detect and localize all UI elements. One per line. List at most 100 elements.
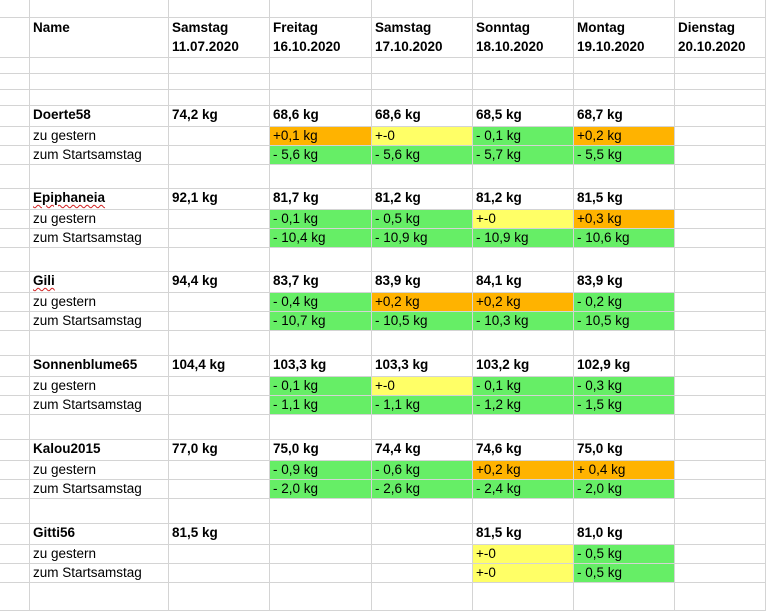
- delta-cell[interactable]: [169, 127, 270, 146]
- row-marker-cell[interactable]: [0, 356, 30, 377]
- person-name[interactable]: Gili: [30, 272, 169, 293]
- row-marker-cell[interactable]: [0, 461, 30, 480]
- blank-cell[interactable]: [574, 583, 675, 611]
- delta-cell[interactable]: - 0,3 kg: [574, 377, 675, 396]
- row-marker-cell[interactable]: [0, 189, 30, 210]
- delta-cell[interactable]: +-0: [473, 564, 574, 583]
- blank-cell[interactable]: [270, 74, 372, 90]
- delta-cell[interactable]: [372, 545, 473, 564]
- delta-cell[interactable]: - 5,7 kg: [473, 146, 574, 165]
- blank-cell[interactable]: [675, 331, 766, 356]
- person-name[interactable]: Doerte58: [30, 106, 169, 127]
- blank-cell[interactable]: [574, 165, 675, 189]
- delta-cell[interactable]: - 2,4 kg: [473, 480, 574, 499]
- delta-cell[interactable]: - 2,0 kg: [270, 480, 372, 499]
- name-header[interactable]: Name: [30, 18, 169, 58]
- blank-cell[interactable]: [675, 415, 766, 440]
- delta-cell[interactable]: - 10,6 kg: [574, 229, 675, 248]
- blank-cell[interactable]: [574, 0, 675, 18]
- row-marker-cell[interactable]: [0, 272, 30, 293]
- weight-cell[interactable]: 81,0 kg: [574, 524, 675, 545]
- blank-cell[interactable]: [574, 58, 675, 74]
- weight-cell[interactable]: 77,0 kg: [169, 440, 270, 461]
- weight-cell[interactable]: 81,5 kg: [473, 524, 574, 545]
- delta-cell[interactable]: [675, 480, 766, 499]
- weight-cell[interactable]: [675, 356, 766, 377]
- delta-cell[interactable]: [675, 229, 766, 248]
- row-marker-cell[interactable]: [0, 545, 30, 564]
- blank-cell[interactable]: [574, 331, 675, 356]
- delta-cell[interactable]: - 10,5 kg: [372, 312, 473, 331]
- delta-cell[interactable]: - 10,9 kg: [473, 229, 574, 248]
- blank-cell[interactable]: [30, 499, 169, 524]
- blank-cell[interactable]: [30, 165, 169, 189]
- weight-cell[interactable]: 68,7 kg: [574, 106, 675, 127]
- row-marker-cell[interactable]: [0, 312, 30, 331]
- delta-cell[interactable]: [372, 564, 473, 583]
- weight-cell[interactable]: 92,1 kg: [169, 189, 270, 210]
- blank-cell[interactable]: [169, 0, 270, 18]
- blank-cell[interactable]: [169, 74, 270, 90]
- blank-cell[interactable]: [0, 90, 30, 106]
- blank-cell[interactable]: [675, 90, 766, 106]
- delta-cell[interactable]: - 1,2 kg: [473, 396, 574, 415]
- delta-cell[interactable]: [169, 312, 270, 331]
- delta-cell[interactable]: - 0,5 kg: [574, 564, 675, 583]
- blank-cell[interactable]: [30, 415, 169, 440]
- weight-cell[interactable]: 94,4 kg: [169, 272, 270, 293]
- weight-cell[interactable]: 74,6 kg: [473, 440, 574, 461]
- detail-label[interactable]: zu gestern: [30, 293, 169, 312]
- blank-cell[interactable]: [372, 583, 473, 611]
- delta-cell[interactable]: [169, 146, 270, 165]
- blank-cell[interactable]: [574, 499, 675, 524]
- blank-cell[interactable]: [675, 74, 766, 90]
- detail-label[interactable]: zu gestern: [30, 127, 169, 146]
- detail-label[interactable]: zu gestern: [30, 545, 169, 564]
- blank-cell[interactable]: [372, 0, 473, 18]
- blank-cell[interactable]: [675, 248, 766, 272]
- detail-label[interactable]: zum Startsamstag: [30, 146, 169, 165]
- day-header[interactable]: Samstag 11.07.2020: [169, 18, 270, 58]
- weight-cell[interactable]: 102,9 kg: [574, 356, 675, 377]
- row-marker-cell[interactable]: [0, 210, 30, 229]
- delta-cell[interactable]: - 2,6 kg: [372, 480, 473, 499]
- blank-cell[interactable]: [270, 0, 372, 18]
- delta-cell[interactable]: [169, 377, 270, 396]
- blank-cell[interactable]: [169, 583, 270, 611]
- blank-cell[interactable]: [473, 583, 574, 611]
- blank-cell[interactable]: [372, 90, 473, 106]
- blank-cell[interactable]: [0, 415, 30, 440]
- weight-cell[interactable]: 81,5 kg: [169, 524, 270, 545]
- delta-cell[interactable]: [675, 127, 766, 146]
- blank-cell[interactable]: [169, 90, 270, 106]
- delta-cell[interactable]: [169, 210, 270, 229]
- blank-cell[interactable]: [30, 583, 169, 611]
- day-header[interactable]: Montag 19.10.2020: [574, 18, 675, 58]
- blank-cell[interactable]: [473, 415, 574, 440]
- day-header[interactable]: Sonntag 18.10.2020: [473, 18, 574, 58]
- delta-cell[interactable]: +0,2 kg: [473, 461, 574, 480]
- row-marker-cell[interactable]: [0, 146, 30, 165]
- blank-cell[interactable]: [675, 583, 766, 611]
- blank-cell[interactable]: [270, 331, 372, 356]
- delta-cell[interactable]: - 0,1 kg: [270, 377, 372, 396]
- blank-cell[interactable]: [270, 165, 372, 189]
- blank-cell[interactable]: [0, 583, 30, 611]
- detail-label[interactable]: zum Startsamstag: [30, 312, 169, 331]
- blank-cell[interactable]: [270, 415, 372, 440]
- weight-cell[interactable]: 83,9 kg: [574, 272, 675, 293]
- person-name[interactable]: Epiphaneia: [30, 189, 169, 210]
- delta-cell[interactable]: - 0,5 kg: [372, 210, 473, 229]
- delta-cell[interactable]: [169, 564, 270, 583]
- blank-cell[interactable]: [270, 499, 372, 524]
- delta-cell[interactable]: [169, 545, 270, 564]
- row-marker-cell[interactable]: [0, 377, 30, 396]
- weight-cell[interactable]: 81,5 kg: [574, 189, 675, 210]
- blank-cell[interactable]: [473, 58, 574, 74]
- delta-cell[interactable]: +0,1 kg: [270, 127, 372, 146]
- blank-cell[interactable]: [473, 499, 574, 524]
- blank-cell[interactable]: [473, 90, 574, 106]
- row-marker-cell[interactable]: [0, 229, 30, 248]
- delta-cell[interactable]: - 0,6 kg: [372, 461, 473, 480]
- delta-cell[interactable]: - 0,1 kg: [473, 127, 574, 146]
